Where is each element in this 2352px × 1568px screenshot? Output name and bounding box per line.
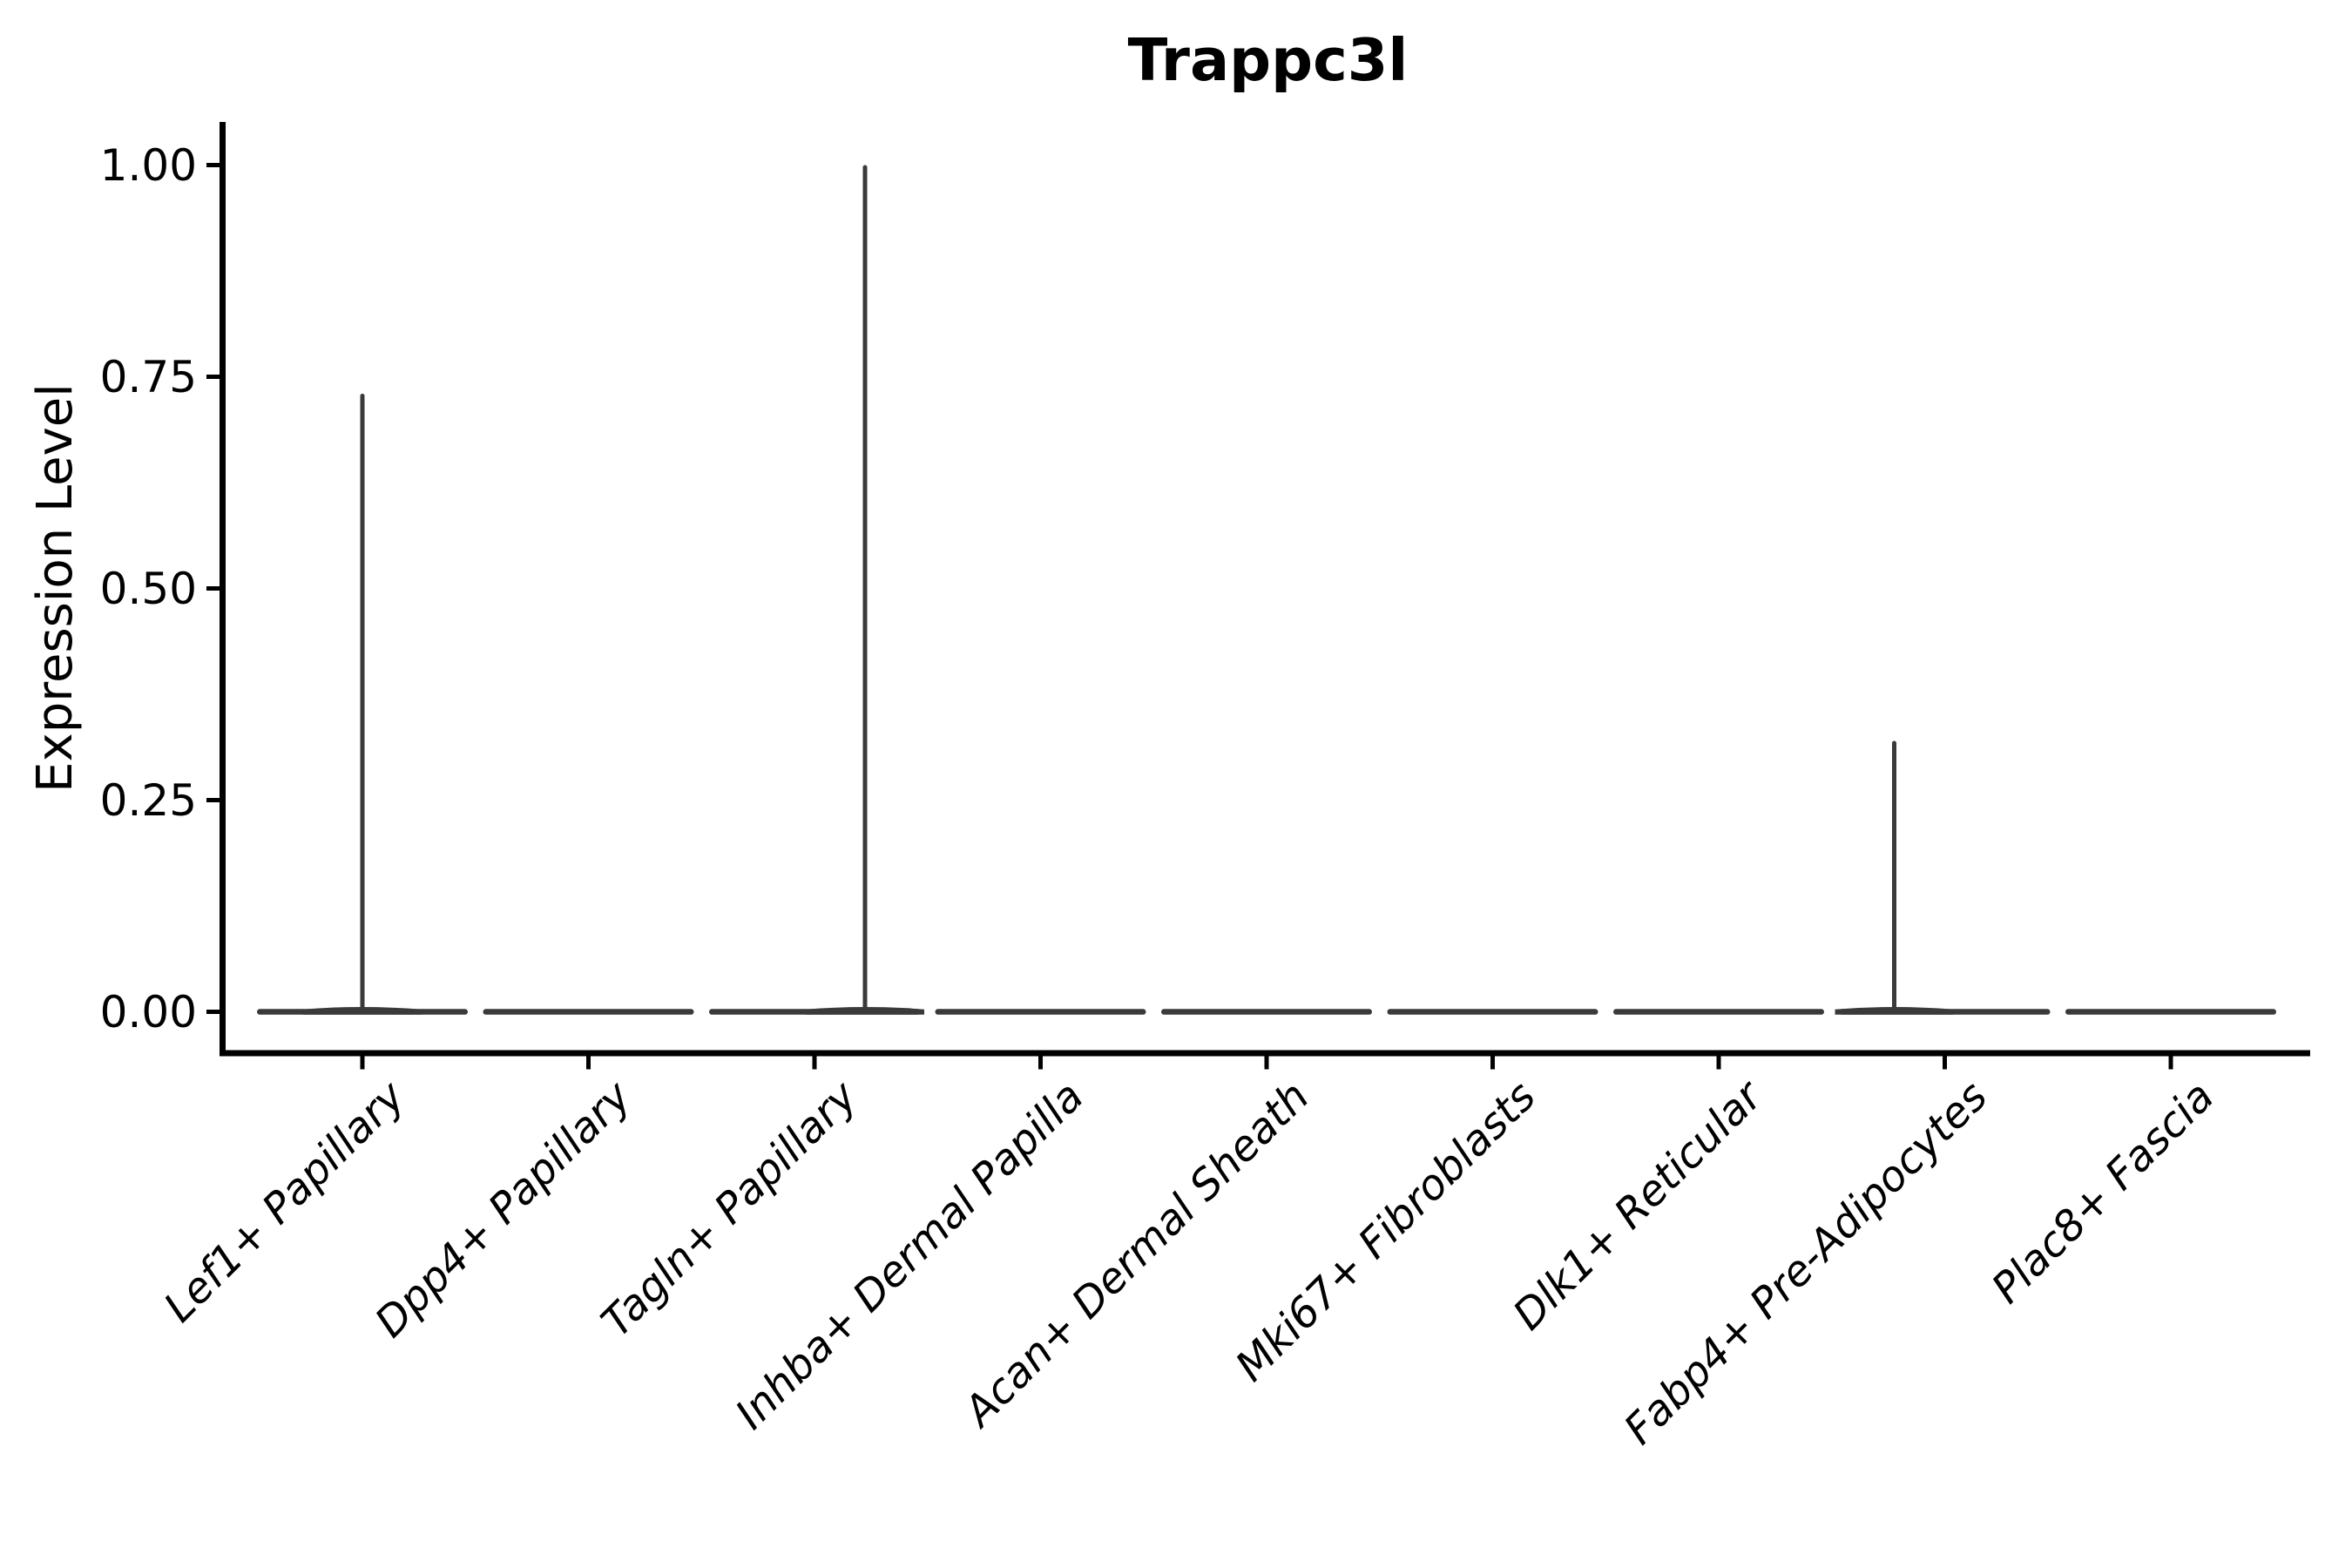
x-tick-mark — [1943, 1056, 1947, 1070]
y-tick-mark — [206, 798, 220, 802]
x-tick-mark — [1490, 1056, 1495, 1070]
x-axis-line — [220, 1050, 2310, 1057]
y-axis-line — [220, 122, 226, 1057]
violin-dlk1-reticular — [1613, 1009, 1824, 1015]
x-tick-mark — [586, 1056, 591, 1070]
x-tick-mark — [360, 1056, 365, 1070]
x-tick-mark — [1716, 1056, 1721, 1070]
x-tick-mark — [1038, 1056, 1043, 1070]
x-tick-label-anchor: Plac8+ Fascia — [1319, 1072, 2224, 1314]
x-tick-mark — [1264, 1056, 1269, 1070]
violin-mki67-fibroblasts — [1387, 1009, 1598, 1015]
x-tick-mark — [2168, 1056, 2173, 1070]
y-tick-mark — [206, 1010, 220, 1014]
violin-acan-dermal-sheath — [1161, 1009, 1372, 1015]
violin-dpp4-papillary — [483, 1009, 694, 1015]
y-tick-mark — [206, 163, 220, 167]
y-tick-label: 1.00 — [99, 139, 197, 191]
y-tick-label: 0.75 — [99, 351, 197, 402]
violin-plac8-fascia — [2065, 1009, 2276, 1015]
plot-title: Trappc3l — [1127, 26, 1409, 94]
y-tick-mark — [206, 375, 220, 379]
violin-spike-tagln-papillary — [862, 165, 868, 1012]
violin-spike-fabp4-pre-adipocytes — [1892, 740, 1896, 1012]
y-tick-label: 0.25 — [99, 774, 197, 826]
violin-inhba-dermal-papilla — [935, 1009, 1146, 1015]
y-tick-label: 0.50 — [99, 563, 197, 614]
y-tick-label: 0.00 — [99, 986, 197, 1037]
violin-spike-lef1-papillary — [360, 393, 365, 1012]
x-tick-mark — [812, 1056, 817, 1070]
y-tick-mark — [206, 586, 220, 591]
